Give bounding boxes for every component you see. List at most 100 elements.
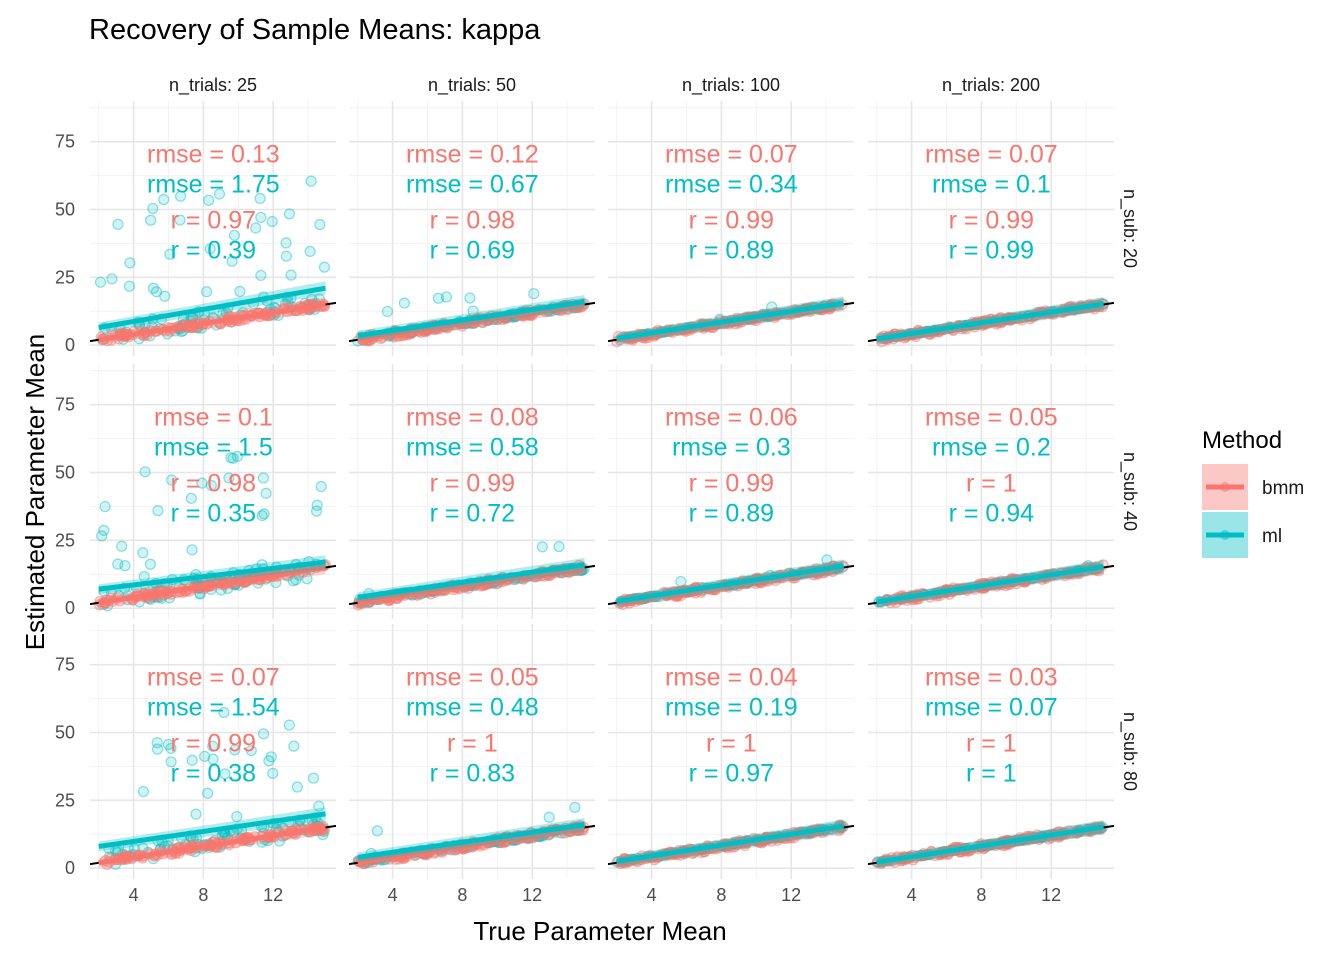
ml-point bbox=[151, 737, 163, 749]
chart-title: Recovery of Sample Means: kappa bbox=[89, 14, 541, 46]
x-tick-label: 8 bbox=[457, 885, 467, 905]
x-tick-label: 12 bbox=[1041, 885, 1061, 905]
x-tick-label: 4 bbox=[388, 885, 398, 905]
y-axis-label: Estimated Parameter Mean bbox=[20, 334, 50, 650]
ml-r-label: r = 1 bbox=[966, 760, 1017, 788]
ml-point bbox=[226, 255, 238, 267]
y-tick-label: 50 bbox=[55, 723, 75, 743]
bmm-r-label: r = 0.99 bbox=[689, 470, 774, 498]
bmm-r-label: r = 0.98 bbox=[430, 207, 515, 235]
legend-items: bmm ml bbox=[1202, 464, 1304, 558]
ml-point bbox=[202, 787, 214, 799]
ml-point bbox=[147, 202, 159, 215]
ml-r-label: r = 0.89 bbox=[689, 500, 774, 528]
ml-rmse-label: rmse = 0.58 bbox=[406, 434, 539, 462]
bmm-r-label: r = 1 bbox=[966, 470, 1017, 498]
ml-point bbox=[536, 541, 548, 553]
ml-point bbox=[147, 282, 160, 294]
ml-point bbox=[440, 291, 453, 303]
panel-data bbox=[349, 288, 595, 347]
bmm-r-label: r = 1 bbox=[706, 730, 757, 758]
ml-rmse-label: rmse = 0.1 bbox=[932, 171, 1051, 199]
ml-point bbox=[164, 248, 176, 260]
ml-rmse-label: rmse = 0.07 bbox=[925, 694, 1058, 722]
ml-point bbox=[314, 218, 326, 231]
ml-r-label: r = 0.72 bbox=[430, 500, 515, 528]
ml-point bbox=[315, 480, 327, 493]
ml-point bbox=[528, 288, 540, 300]
ml-point bbox=[203, 194, 215, 206]
ml-point bbox=[213, 188, 226, 200]
ml-rmse-label: rmse = 1.75 bbox=[147, 171, 280, 199]
ml-point bbox=[283, 208, 295, 220]
ml-fit-line bbox=[616, 300, 844, 341]
y-tick-label: 0 bbox=[65, 335, 75, 355]
ml-point bbox=[94, 276, 107, 288]
ml-point bbox=[304, 245, 316, 258]
bmm-fit-line bbox=[357, 564, 585, 606]
ml-point bbox=[139, 466, 151, 478]
ml-point bbox=[144, 558, 157, 570]
ml-fit-line bbox=[357, 562, 585, 600]
x-tick-label: 4 bbox=[129, 885, 139, 905]
ml-fit-line bbox=[616, 563, 844, 604]
x-tick-label: 8 bbox=[976, 885, 986, 905]
ml-r-label: r = 0.38 bbox=[171, 760, 256, 788]
ml-rmse-label: rmse = 0.34 bbox=[665, 171, 798, 199]
ml-point bbox=[174, 190, 187, 202]
legend-label-ml: ml bbox=[1262, 526, 1282, 547]
ml-fit-line bbox=[876, 564, 1104, 605]
ml-fit-line bbox=[98, 811, 326, 849]
bmm-rmse-label: rmse = 0.05 bbox=[406, 664, 539, 692]
ml-point bbox=[119, 560, 131, 572]
panel-data bbox=[868, 559, 1114, 609]
ml-r-label: r = 0.97 bbox=[689, 760, 774, 788]
ml-point bbox=[186, 544, 198, 556]
bmm-fit-line bbox=[98, 301, 326, 343]
ml-point bbox=[398, 297, 411, 309]
ml-point bbox=[381, 305, 394, 318]
panel-data bbox=[608, 554, 854, 611]
ml-point bbox=[257, 728, 270, 740]
x-tick-label: 12 bbox=[781, 885, 801, 905]
ml-point bbox=[96, 530, 108, 542]
ml-point bbox=[196, 477, 208, 489]
bmm-r-label: r = 0.98 bbox=[171, 470, 256, 498]
ml-point bbox=[229, 744, 241, 756]
row-strip-label: n_sub: 80 bbox=[1119, 712, 1140, 791]
ml-r-label: r = 0.39 bbox=[171, 237, 256, 265]
bmm-r-label: r = 1 bbox=[447, 730, 498, 758]
ml-point bbox=[165, 756, 177, 768]
ml-point bbox=[280, 237, 292, 249]
x-axis-label: True Parameter Mean bbox=[473, 916, 726, 946]
ml-point bbox=[569, 801, 581, 813]
legend-label-bmm: bmm bbox=[1262, 478, 1304, 499]
panel-data bbox=[90, 175, 336, 347]
ml-point bbox=[205, 479, 217, 492]
ml-point bbox=[116, 540, 128, 552]
ml-point bbox=[98, 524, 110, 536]
ml-point bbox=[285, 269, 297, 281]
ml-point bbox=[186, 754, 198, 766]
bmm-rmse-label: rmse = 0.07 bbox=[925, 141, 1058, 169]
ml-point bbox=[250, 222, 262, 234]
y-tick-label: 0 bbox=[65, 858, 75, 878]
x-tick-label: 8 bbox=[198, 885, 208, 905]
ml-r-label: r = 0.69 bbox=[430, 237, 515, 265]
ml-point bbox=[165, 742, 177, 754]
bmm-fit-line bbox=[98, 824, 326, 866]
ml-point bbox=[207, 753, 219, 765]
ml-point bbox=[255, 269, 267, 282]
ml-fit-line bbox=[357, 299, 585, 339]
panel-data bbox=[349, 801, 595, 870]
row-strip-label: n_sub: 40 bbox=[1119, 452, 1140, 531]
panel-data bbox=[90, 706, 336, 870]
bmm-r-label: r = 0.97 bbox=[171, 207, 256, 235]
bmm-r-label: r = 0.99 bbox=[689, 207, 774, 235]
ml-point bbox=[204, 243, 216, 255]
